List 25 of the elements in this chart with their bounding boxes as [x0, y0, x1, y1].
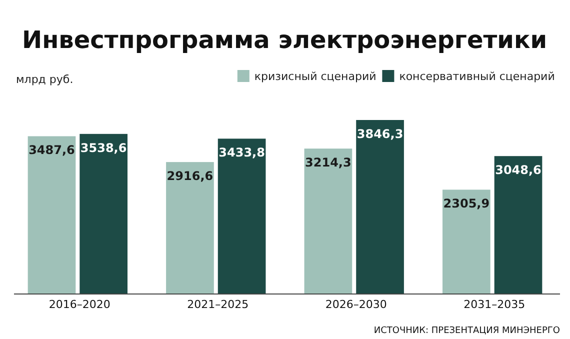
y-axis-title: млрд руб. — [16, 73, 74, 86]
bar — [218, 138, 266, 294]
x-tick-label: 2031–2035 — [464, 298, 526, 311]
data-label: 3214,3 — [305, 156, 352, 170]
x-tick-label: 2021–2025 — [187, 298, 249, 311]
bar — [442, 190, 490, 294]
bar — [494, 156, 542, 294]
data-label: 3048,6 — [495, 163, 542, 178]
bar — [166, 162, 214, 294]
bar — [80, 134, 128, 294]
text: ИСТОЧНИК: ПРЕЗЕНТАЦИЯ МИНЭНЕРГО — [374, 326, 560, 336]
data-label: 3846,3 — [356, 127, 404, 141]
data-label: 3487,6 — [28, 143, 75, 158]
data-label: 2916,6 — [166, 169, 214, 184]
legend-label: консервативный сценарий — [399, 70, 555, 83]
x-tick-label: 2026–2030 — [325, 298, 387, 311]
bar — [28, 136, 76, 294]
legend-label: кризисный сценарий — [254, 70, 376, 83]
data-label: 2305,9 — [443, 196, 490, 211]
data-label: 3433,8 — [218, 146, 265, 160]
chart-title: Инвестпрограмма электроэнергетики — [22, 26, 548, 54]
data-label: 3538,6 — [80, 140, 127, 155]
bar — [304, 148, 352, 294]
x-tick-label: 2016–2020 — [48, 298, 110, 311]
bar — [356, 120, 404, 294]
